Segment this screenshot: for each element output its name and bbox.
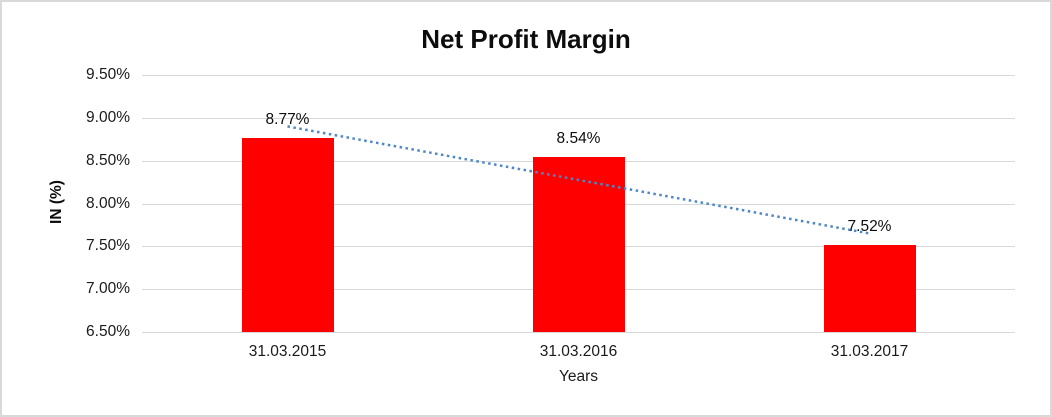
gridline: [142, 75, 1015, 76]
y-tick-label: 9.50%: [86, 66, 130, 83]
x-axis-title: Years: [558, 368, 599, 385]
x-category-label: 31.03.2016: [539, 343, 618, 360]
bar: [241, 137, 334, 332]
y-tick-label: 7.00%: [86, 280, 130, 298]
y-tick-label: 9.00%: [86, 108, 130, 126]
x-category-label: 31.03.2015: [248, 343, 327, 360]
bar-data-label: 7.52%: [847, 217, 892, 235]
bar-data-label: 8.77%: [265, 110, 310, 128]
gridline: [142, 117, 1015, 119]
bar-data-label: 8.54%: [556, 130, 601, 148]
x-category-label: 31.03.2017: [830, 343, 909, 360]
y-tick-label: 7.50%: [86, 237, 130, 255]
y-tick-label: 8.50%: [86, 151, 130, 169]
y-tick-label: 6.50%: [86, 323, 130, 340]
y-tick-label: 8.00%: [86, 194, 130, 212]
bar: [532, 157, 625, 332]
plot-area: 8.77% 8.54% 7.52%: [142, 75, 1015, 333]
bar: [823, 244, 916, 332]
gridline: [142, 332, 1015, 333]
chart-title: Net Profit Margin: [421, 24, 631, 54]
